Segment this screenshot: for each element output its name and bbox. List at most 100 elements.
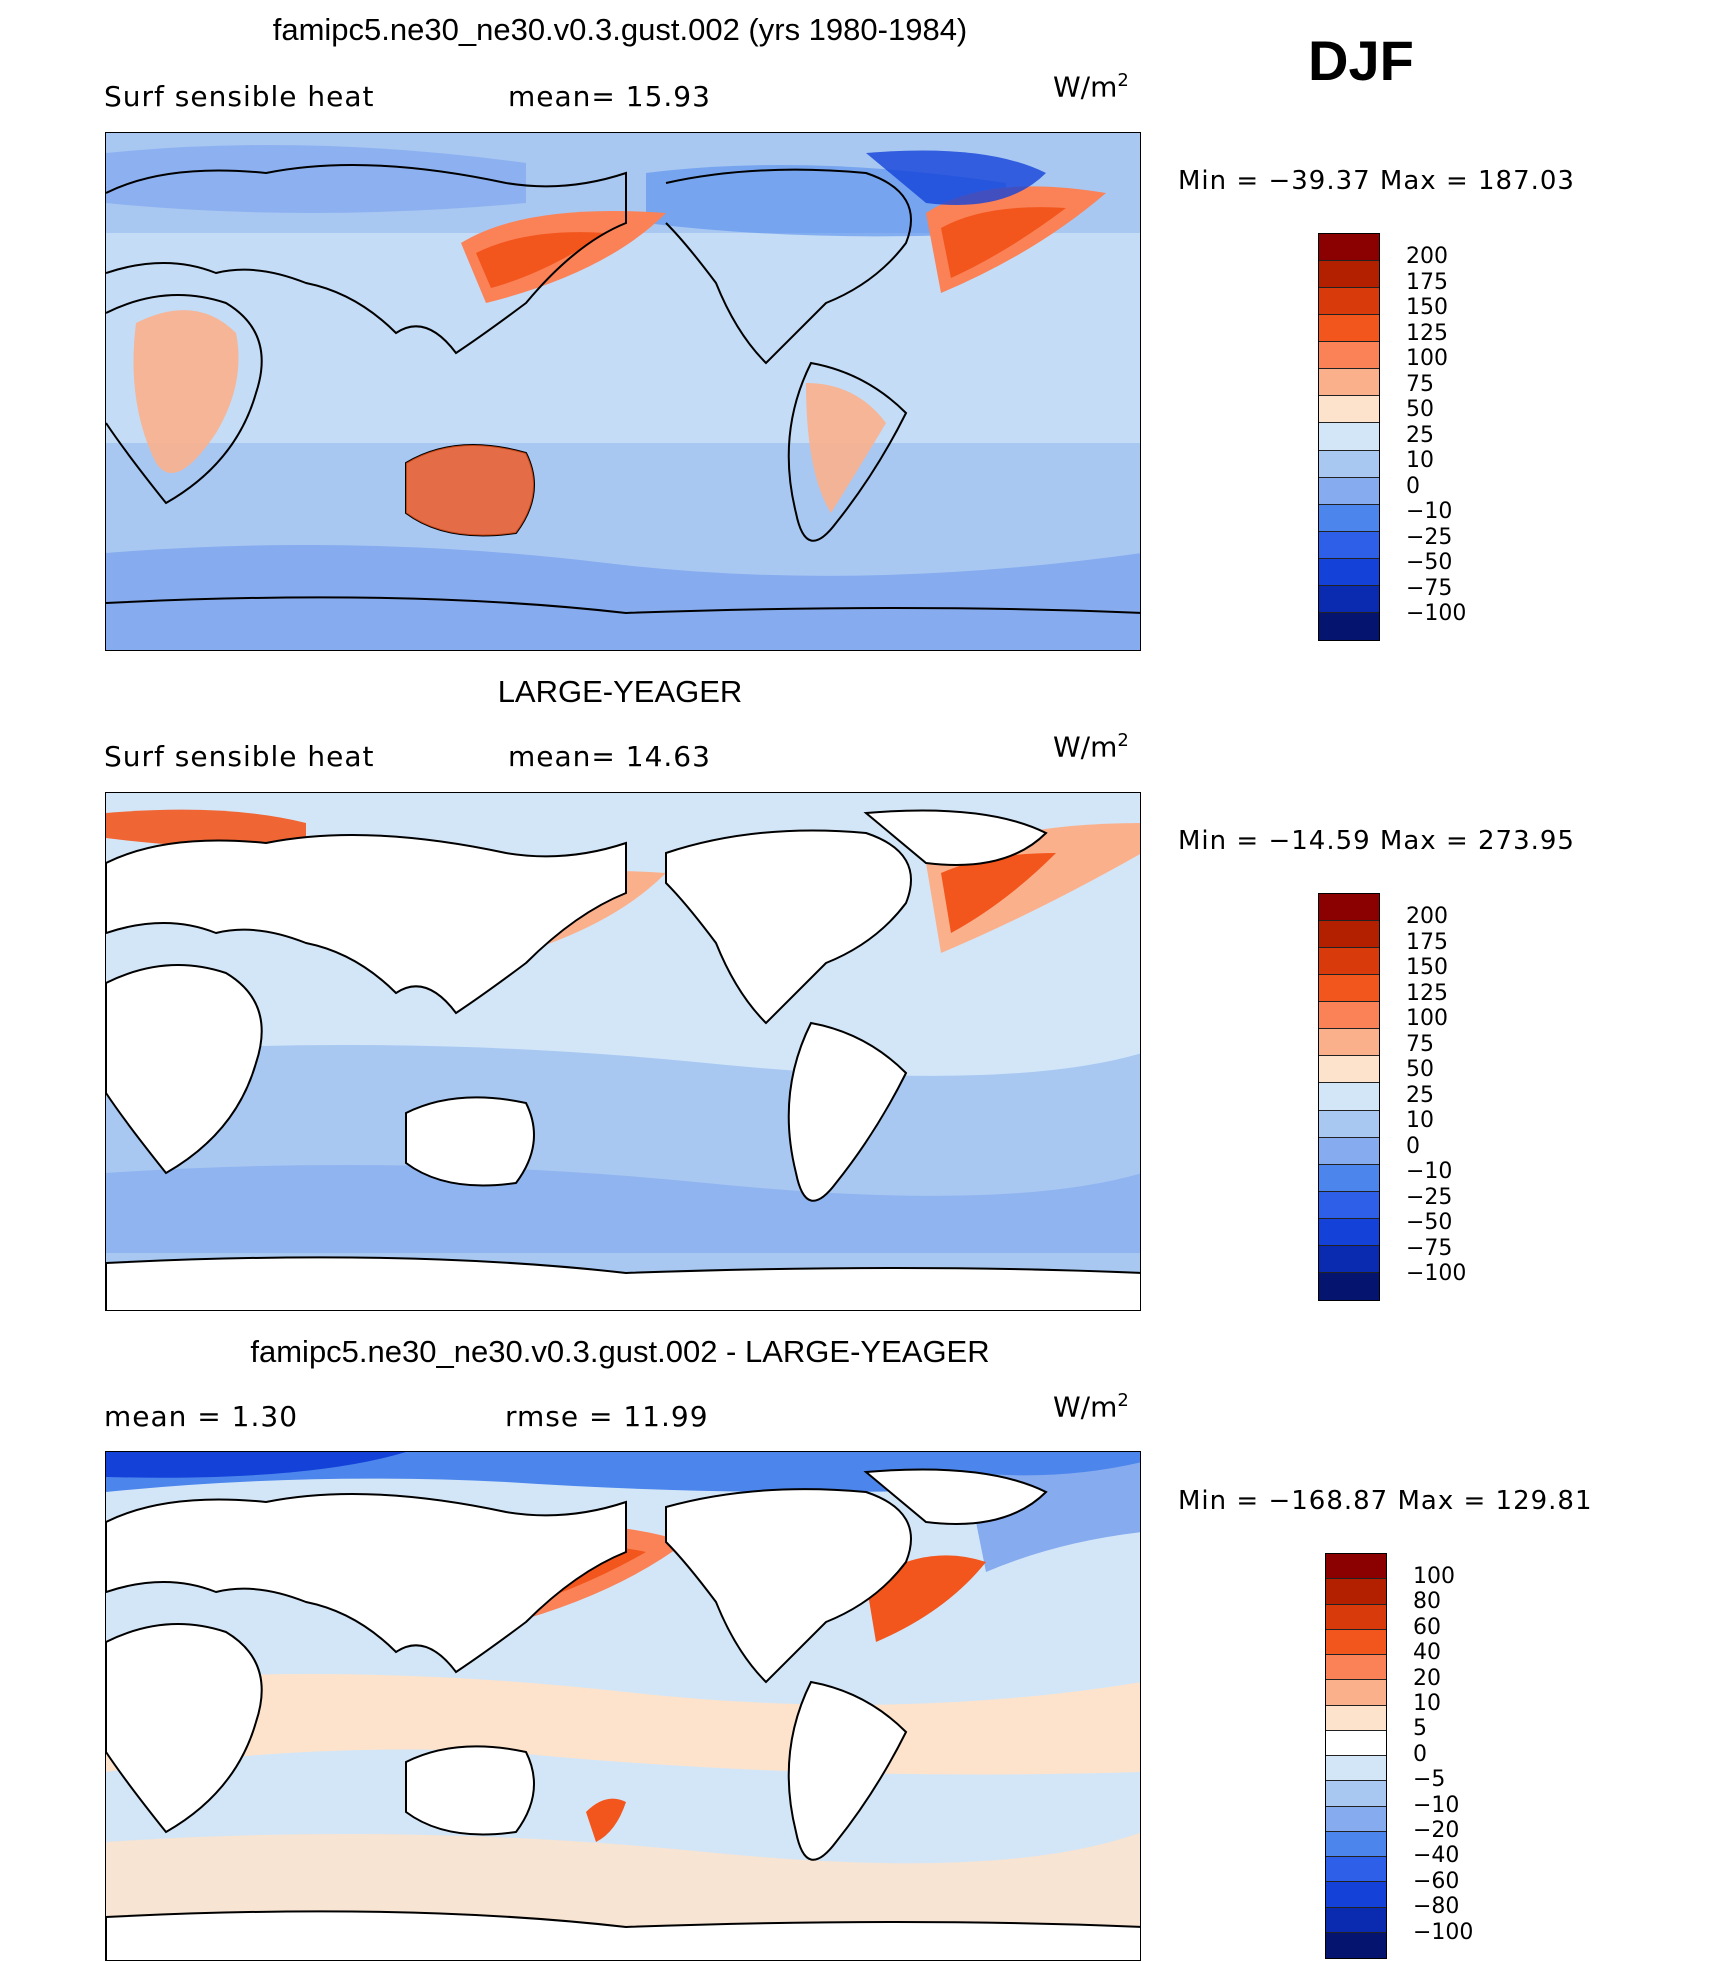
- panel-2-min-max: Min = −14.59 Max = 273.95: [1178, 826, 1575, 856]
- colorbar-segment: [1319, 1002, 1379, 1030]
- colorbar-tick-label: −20: [1413, 1818, 1460, 1843]
- colorbar-segment: [1319, 450, 1379, 478]
- colorbar-tick-label: 150: [1406, 955, 1448, 980]
- panel-2-map-svg: [106, 793, 1140, 1310]
- colorbar-tick-label: 0: [1413, 1741, 1427, 1767]
- panel-2-colorbar-box: [1318, 893, 1380, 1301]
- panel-1-variable-label: Surf sensible heat: [104, 80, 375, 113]
- colorbar-tick-label: 175: [1406, 269, 1448, 295]
- season-label: DJF: [1308, 29, 1414, 92]
- colorbar-segment: [1326, 1907, 1386, 1933]
- panel-3-rmse-label: rmse = 11.99: [505, 1400, 709, 1433]
- panel-3-colorbar-box: [1325, 1553, 1387, 1959]
- colorbar-segment: [1319, 558, 1379, 586]
- colorbar-tick-label: 40: [1413, 1640, 1441, 1666]
- colorbar-segment: [1319, 261, 1379, 289]
- panel-3-mean-label: mean = 1.30: [104, 1400, 299, 1433]
- colorbar-segment: [1319, 1056, 1379, 1084]
- colorbar-segment: [1319, 1083, 1379, 1111]
- colorbar-tick-label: 60: [1413, 1614, 1441, 1640]
- colorbar-segment: [1319, 342, 1379, 370]
- colorbar-segment: [1326, 1680, 1386, 1706]
- colorbar-segment: [1319, 1164, 1379, 1192]
- colorbar-tick-label: 100: [1406, 346, 1448, 371]
- colorbar-tick-label: −40: [1413, 1843, 1460, 1869]
- colorbar-tick-label: −50: [1406, 550, 1453, 575]
- colorbar-segment: [1319, 975, 1379, 1003]
- colorbar-tick-label: −10: [1413, 1792, 1460, 1818]
- colorbar-tick-label: −10: [1406, 499, 1453, 524]
- colorbar-tick-label: 75: [1406, 1031, 1434, 1057]
- colorbar-segment: [1319, 1137, 1379, 1165]
- colorbar-tick-label: 125: [1406, 980, 1448, 1006]
- colorbar-tick-label: −50: [1406, 1210, 1453, 1235]
- colorbar-tick-label: 100: [1406, 1006, 1448, 1031]
- panel-1-map-svg: [106, 133, 1140, 650]
- panel-1-colorbar-box: [1318, 233, 1380, 641]
- colorbar-segment: [1326, 1604, 1386, 1630]
- colorbar-tick-label: 25: [1406, 422, 1434, 448]
- colorbar-tick-label: −80: [1413, 1894, 1460, 1920]
- colorbar-segment: [1326, 1857, 1386, 1883]
- colorbar-segment: [1326, 1756, 1386, 1782]
- panel-3-min-max: Min = −168.87 Max = 129.81: [1178, 1486, 1593, 1516]
- colorbar-segment: [1326, 1882, 1386, 1908]
- colorbar-segment: [1319, 921, 1379, 949]
- panel-1-title: famipc5.ne30_ne30.v0.3.gust.002 (yrs 198…: [272, 12, 968, 47]
- colorbar-segment: [1319, 585, 1379, 613]
- colorbar-tick-label: 0: [1406, 473, 1420, 499]
- colorbar-tick-label: −60: [1413, 1868, 1460, 1894]
- colorbar-segment: [1319, 894, 1379, 922]
- colorbar-tick-label: 80: [1413, 1589, 1441, 1615]
- panel-1-units: W/m2: [1053, 70, 1129, 104]
- colorbar-segment: [1319, 1110, 1379, 1138]
- colorbar-segment: [1326, 1554, 1386, 1580]
- colorbar-tick-label: 100: [1413, 1564, 1455, 1589]
- colorbar-tick-label: 10: [1406, 448, 1434, 473]
- colorbar-segment: [1319, 504, 1379, 532]
- colorbar-segment: [1326, 1655, 1386, 1681]
- colorbar-segment: [1319, 423, 1379, 451]
- colorbar-tick-label: 125: [1406, 320, 1448, 346]
- colorbar-segment: [1319, 612, 1379, 640]
- colorbar-segment: [1319, 234, 1379, 262]
- colorbar-segment: [1319, 477, 1379, 505]
- colorbar-segment: [1319, 948, 1379, 976]
- colorbar-segment: [1319, 1218, 1379, 1246]
- colorbar-tick-label: 20: [1413, 1665, 1441, 1691]
- colorbar-tick-label: 75: [1406, 371, 1434, 397]
- colorbar-segment: [1326, 1705, 1386, 1731]
- colorbar-tick-label: 200: [1406, 244, 1448, 269]
- colorbar-segment: [1326, 1781, 1386, 1807]
- colorbar-segment: [1319, 288, 1379, 316]
- colorbar-tick-label: 10: [1413, 1691, 1441, 1716]
- colorbar-tick-label: 0: [1406, 1133, 1420, 1159]
- colorbar-tick-label: −75: [1406, 575, 1453, 601]
- colorbar-tick-label: 25: [1406, 1082, 1434, 1108]
- colorbar-tick-label: −100: [1406, 1261, 1467, 1286]
- colorbar-segment: [1319, 396, 1379, 424]
- colorbar-tick-label: −25: [1406, 1184, 1453, 1210]
- panel-3-title: famipc5.ne30_ne30.v0.3.gust.002 - LARGE-…: [250, 1334, 990, 1369]
- panel-3-map-svg: [106, 1452, 1140, 1960]
- colorbar-segment: [1319, 1245, 1379, 1273]
- colorbar-tick-label: 5: [1413, 1716, 1427, 1742]
- colorbar-segment: [1319, 1191, 1379, 1219]
- colorbar-tick-label: 50: [1406, 397, 1434, 422]
- colorbar-tick-label: −100: [1413, 1919, 1474, 1945]
- panel-2-units: W/m2: [1053, 730, 1129, 764]
- panel-2-mean-label: mean= 14.63: [508, 740, 711, 773]
- colorbar-tick-label: −100: [1406, 601, 1467, 626]
- panel-1-min-max: Min = −39.37 Max = 187.03: [1178, 166, 1575, 196]
- colorbar-tick-label: 175: [1406, 929, 1448, 955]
- panel-2-variable-label: Surf sensible heat: [104, 740, 375, 773]
- colorbar-segment: [1319, 531, 1379, 559]
- colorbar-segment: [1319, 1272, 1379, 1300]
- colorbar-tick-label: 10: [1406, 1108, 1434, 1133]
- colorbar-segment: [1319, 1029, 1379, 1057]
- colorbar-segment: [1319, 369, 1379, 397]
- colorbar-segment: [1319, 315, 1379, 343]
- colorbar-segment: [1326, 1831, 1386, 1857]
- colorbar-tick-label: 50: [1406, 1057, 1434, 1082]
- panel-1-map: [105, 132, 1141, 651]
